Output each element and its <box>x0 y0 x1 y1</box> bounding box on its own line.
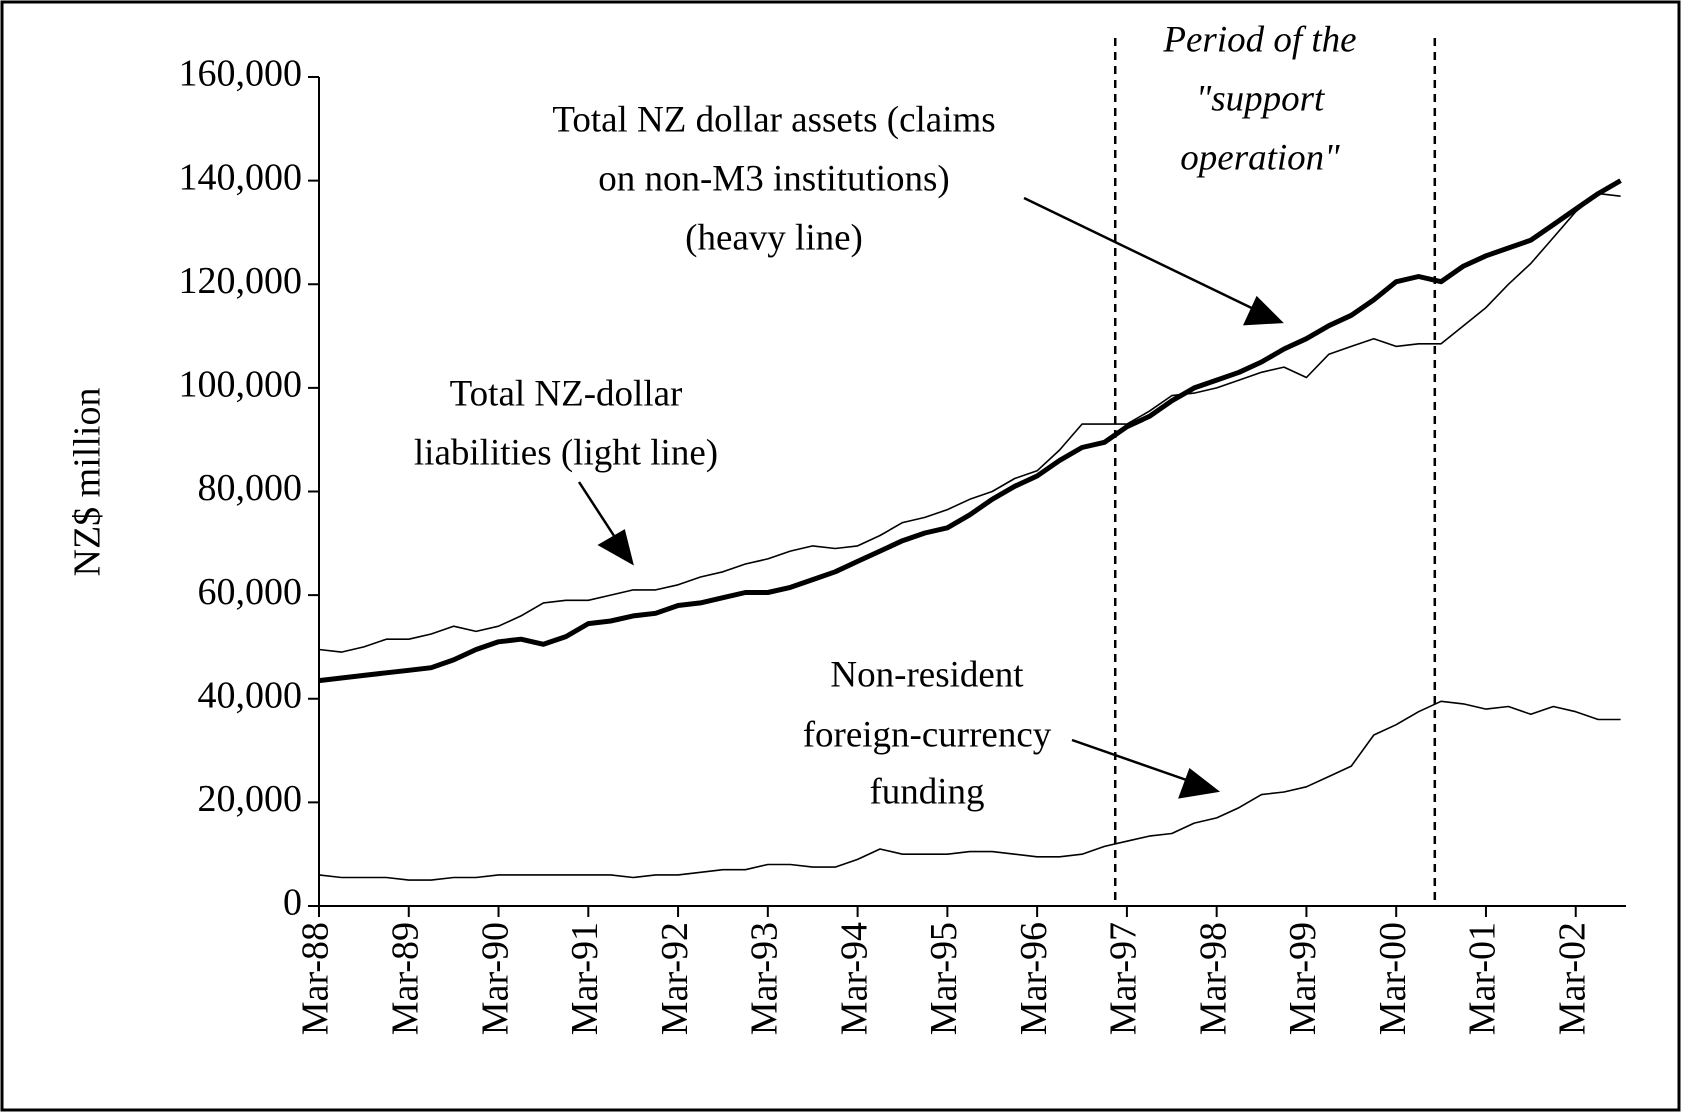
arrowhead <box>597 529 634 566</box>
annotation: "support <box>1196 78 1326 119</box>
x-tick-label: Mar-89 <box>384 922 426 1035</box>
y-tick-label: 120,000 <box>179 260 303 302</box>
annotation: on non-M3 institutions) <box>598 158 950 199</box>
annotation: Total NZ-dollar <box>450 373 683 414</box>
y-tick-label: 80,000 <box>198 467 303 509</box>
y-tick-label: 20,000 <box>198 778 303 820</box>
annotation: Non-resident <box>830 654 1024 695</box>
x-tick-label: Mar-88 <box>295 922 337 1035</box>
y-tick-label: 40,000 <box>198 674 303 716</box>
y-tick-label: 160,000 <box>179 53 303 95</box>
x-tick-label: Mar-98 <box>1192 922 1234 1035</box>
x-tick-label: Mar-93 <box>744 922 786 1035</box>
y-axis-label: NZ$ million <box>67 388 109 577</box>
y-tick-label: 60,000 <box>198 571 303 613</box>
x-tick-label: Mar-01 <box>1462 922 1504 1035</box>
annotation: liabilities (light line) <box>414 432 718 473</box>
series-line <box>318 192 1621 653</box>
series-line <box>318 700 1621 881</box>
y-tick-label: 140,000 <box>179 156 303 198</box>
annotation: Period of the <box>1162 19 1356 60</box>
x-tick-label: Mar-94 <box>833 922 875 1035</box>
annotation: Total NZ dollar assets (claims <box>552 99 995 140</box>
y-tick-label: 0 <box>283 882 302 924</box>
arrow <box>577 481 622 546</box>
annotation: operation" <box>1180 137 1340 178</box>
series-line <box>318 178 1622 684</box>
x-tick-label: Mar-00 <box>1372 922 1414 1035</box>
annotation: funding <box>869 771 984 812</box>
y-tick-label: 100,000 <box>179 364 303 406</box>
arrowhead <box>1178 767 1221 799</box>
x-tick-label: Mar-91 <box>564 922 606 1035</box>
x-tick-label: Mar-95 <box>923 922 965 1035</box>
x-tick-label: Mar-99 <box>1282 922 1324 1035</box>
annotation: (heavy line) <box>685 217 863 258</box>
annotation: foreign-currency <box>803 714 1052 755</box>
arrowhead <box>1242 295 1284 326</box>
x-tick-label: Mar-90 <box>474 922 516 1035</box>
arrow <box>1071 738 1199 786</box>
arrow <box>1023 196 1263 315</box>
x-tick-label: Mar-97 <box>1103 922 1145 1035</box>
x-tick-label: Mar-02 <box>1551 922 1593 1035</box>
x-tick-label: Mar-96 <box>1013 922 1055 1035</box>
x-tick-label: Mar-92 <box>654 922 696 1035</box>
arrows <box>577 196 1284 799</box>
